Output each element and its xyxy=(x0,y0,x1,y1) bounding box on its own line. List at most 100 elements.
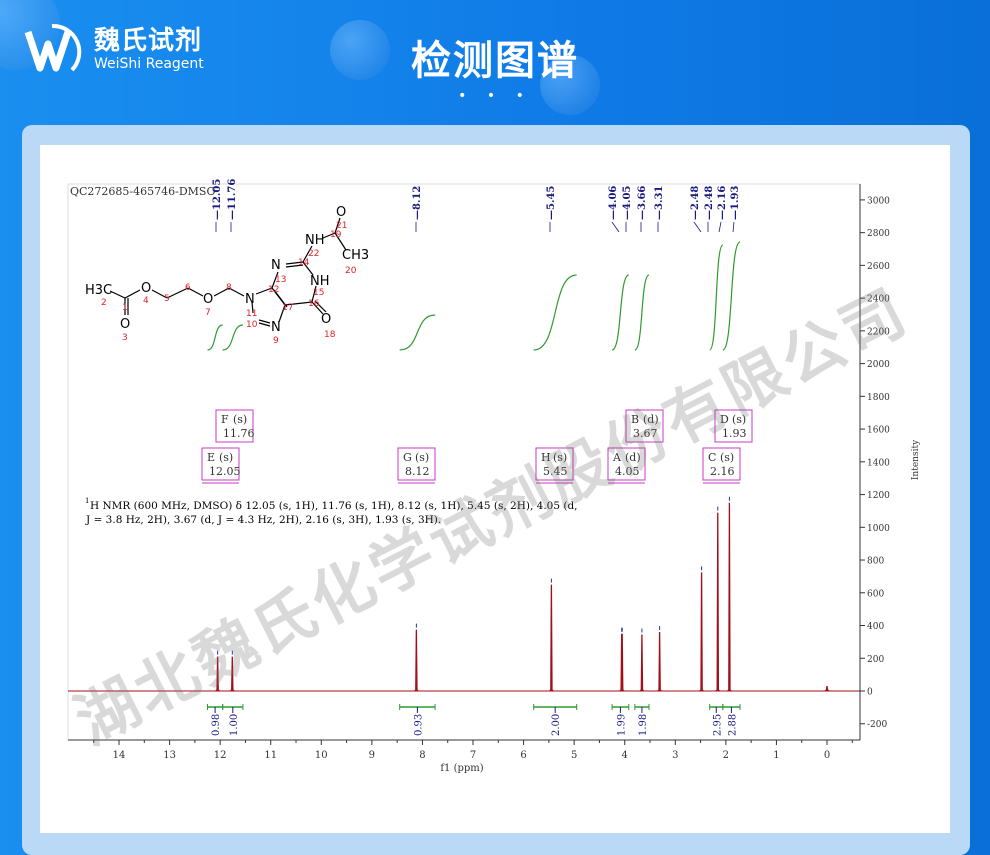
spectrum-peak xyxy=(824,685,830,692)
bond xyxy=(273,289,288,308)
atom-number: 20 xyxy=(345,266,357,276)
peak-labels: —12.05 —11.76 —8.12 —5.45 —4.06 —4.05 —3.66 —3.… xyxy=(212,179,741,233)
spectrum-peak xyxy=(715,512,721,692)
atom-number: 12 xyxy=(268,285,279,295)
integral-curve xyxy=(722,241,741,351)
spectrum-peak xyxy=(657,632,662,692)
atom-label: CH3 xyxy=(342,248,369,263)
plot-frame xyxy=(67,183,861,741)
multiplet-type: (s) xyxy=(553,451,567,464)
peak-label: —11.76 xyxy=(227,179,238,220)
bond xyxy=(124,289,141,299)
atom-label: NH xyxy=(305,233,325,248)
x-tick-label: 14 xyxy=(113,750,126,761)
bond xyxy=(322,232,336,239)
atom-label: N xyxy=(271,258,281,273)
peak-label: —3.31 xyxy=(654,186,665,220)
multiplet-box xyxy=(714,409,753,443)
multiplet-box xyxy=(215,409,254,443)
spectrum-peak xyxy=(619,633,625,692)
peak-label: —2.48 xyxy=(704,186,715,220)
atom-label: O xyxy=(336,205,346,220)
y-tick-label: 600 xyxy=(867,589,884,599)
multiplet-type: (d) xyxy=(625,451,641,464)
multiplet-letter: D xyxy=(720,413,729,426)
multiplet-letter: C xyxy=(708,451,716,464)
bond xyxy=(314,300,327,313)
y-tick-label: 1800 xyxy=(867,393,890,403)
x-tick-label: 1 xyxy=(773,750,779,761)
atom-label: H3C xyxy=(85,283,112,298)
bond xyxy=(255,287,273,295)
weishi-logo-icon xyxy=(24,23,82,72)
x-tick-label: 5 xyxy=(571,750,577,761)
atom-number: 22 xyxy=(308,249,319,259)
integrals: 0.98 1.00 0.93 2.00 1.99 1.98 2.95 2.88 xyxy=(207,241,741,736)
multiplet-shift: 11.76 xyxy=(223,427,255,440)
multiplet-letter: G xyxy=(403,451,412,464)
x-tick-label: 9 xyxy=(369,750,375,761)
bond xyxy=(258,322,271,327)
bond xyxy=(285,261,304,265)
bond xyxy=(284,301,313,306)
atom-number: 18 xyxy=(324,330,336,340)
bond xyxy=(258,319,271,324)
x-tick-label: 6 xyxy=(520,750,526,761)
sample-id: QC272685-465746-DMSO xyxy=(70,185,216,198)
multiplet-shift: 2.16 xyxy=(710,465,735,478)
bond xyxy=(251,301,254,314)
bond xyxy=(109,290,126,299)
multiplet-type: (s) xyxy=(233,413,247,426)
integral-curve xyxy=(207,324,223,351)
page-title: 检测图谱 xyxy=(411,38,579,84)
atom-label: O xyxy=(120,317,130,332)
bond xyxy=(334,217,341,234)
nmr-text-line1: H NMR (600 MHz, DMSO) δ 12.05 (s, 1H), 1… xyxy=(90,500,578,512)
atom-label: N xyxy=(271,320,281,335)
peak-label: —1.93 xyxy=(730,186,741,220)
y-tick-label: 0 xyxy=(867,688,873,698)
spectrum-peak xyxy=(413,629,419,692)
y-tick-label: 1000 xyxy=(867,524,890,534)
multiplet-shift: 8.12 xyxy=(405,465,430,478)
multiplet-letter: H xyxy=(541,451,551,464)
x-tick-label: 13 xyxy=(163,750,176,761)
atom-number: 9 xyxy=(273,336,279,346)
brand-logo: 魏氏试剂 WeiShi Reagent xyxy=(22,22,204,78)
x-tick-label: 4 xyxy=(622,750,628,761)
peak-label: —4.06 xyxy=(608,186,619,220)
multiplet-type: (s) xyxy=(720,451,734,464)
multiplet-type: (s) xyxy=(415,451,429,464)
integral-curve xyxy=(709,244,724,351)
bond xyxy=(285,264,304,268)
y-axis-label: Intensity xyxy=(911,439,921,480)
x-tick-label: 10 xyxy=(315,750,328,761)
x-tick-label: 11 xyxy=(264,750,277,761)
multiplet-type: (s) xyxy=(219,451,233,464)
atom-number: 7 xyxy=(205,308,211,318)
atom-number: 4 xyxy=(143,296,149,306)
bond xyxy=(278,304,286,323)
multiplet-box xyxy=(607,447,646,481)
y-axis: -200 0 200 400 600 800 1000 1200 1400 1600 1800 200… xyxy=(859,184,890,740)
x-axis-label: f1 (ppm) xyxy=(440,763,483,774)
atom-label: O xyxy=(141,281,151,296)
integral-value: 0.98 xyxy=(211,714,222,736)
atom-number: 5 xyxy=(164,294,170,304)
atom-number: 10 xyxy=(246,320,258,330)
bond xyxy=(302,261,314,276)
spectrum-peak xyxy=(215,656,221,692)
atom-number: 21 xyxy=(336,221,347,231)
integral-curve xyxy=(222,324,244,351)
multiplet-box xyxy=(201,447,240,481)
atom-number: 16 xyxy=(308,299,320,309)
y-tick-label: 2400 xyxy=(867,295,890,305)
integral-value: 1.99 xyxy=(616,714,627,736)
x-tick-label: 8 xyxy=(419,750,425,761)
y-tick-label: 2200 xyxy=(867,327,890,337)
multiplet-box xyxy=(702,447,741,481)
multiplet-boxes: F (s)11.76E (s)12.05G (s)8.12H (s)5.45A (d)4.… xyxy=(201,409,753,484)
integral-value: 2.00 xyxy=(551,714,562,736)
multiplet-type: (d) xyxy=(643,413,659,426)
